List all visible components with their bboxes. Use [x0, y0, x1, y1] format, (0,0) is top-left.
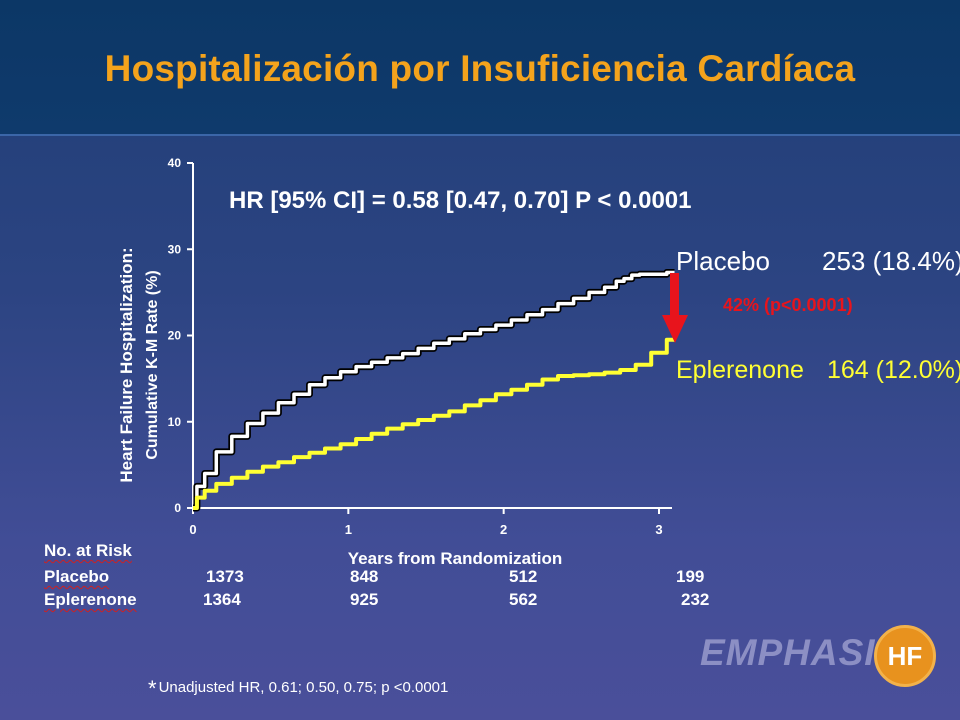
y-tick-label: 10 — [168, 415, 182, 429]
risk-cell: 1364 — [203, 590, 241, 609]
slide-title: Hospitalización por Insuficiencia Cardía… — [104, 48, 856, 89]
eplerenone-legend: Eplerenone 164 (12.0%) — [676, 356, 960, 384]
y-tick-label: 0 — [174, 501, 181, 515]
risk-row-label-eplerenone: Eplerenone — [44, 590, 137, 609]
emphasis-logo-text: EMPHASIS — [700, 632, 902, 673]
slide-header: Hospitalización por Insuficiencia Cardía… — [0, 0, 960, 136]
arrow-head — [662, 315, 688, 343]
footnote-text: Unadjusted HR, 0.61; 0.50, 0.75; p <0.00… — [158, 679, 449, 696]
arrow-shaft — [670, 273, 679, 315]
placebo-curve-outline — [193, 269, 675, 512]
y-tick-label: 40 — [168, 156, 182, 170]
reduction-annotation: 42% (p<0.0001) — [723, 295, 853, 315]
placebo-curve — [193, 270, 675, 510]
y-axis-label-line1: Heart Failure Hospitalization: — [117, 247, 136, 482]
placebo-legend: Placebo 253 (18.4%) — [676, 246, 960, 276]
risk-cell: 848 — [350, 567, 379, 586]
risk-row-label-placebo: Placebo — [44, 567, 110, 586]
placebo-end-label: 253 (18.4%) — [822, 246, 960, 276]
risk-cell: 562 — [509, 590, 538, 609]
x-tick-label: 2 — [500, 522, 507, 537]
footnote-star: * — [148, 676, 157, 701]
x-tick-label: 3 — [655, 522, 662, 537]
y-tick-label: 20 — [168, 329, 182, 343]
hr-annotation: HR [95% CI] = 0.58 [0.47, 0.70] P < 0.00… — [229, 187, 692, 214]
footnote: * Unadjusted HR, 0.61; 0.50, 0.75; p <0.0… — [148, 676, 448, 702]
reduction-arrow — [662, 273, 688, 343]
eplerenone-curve — [193, 337, 675, 510]
eplerenone-end-label: 164 (12.0%) — [827, 356, 960, 384]
hf-logo-badge: HF — [874, 625, 936, 687]
risk-cell: 512 — [509, 567, 538, 586]
eplerenone-series-name: Eplerenone — [676, 356, 804, 384]
y-axis-label-line2: Cumulative K-M Rate (%) — [144, 270, 161, 459]
chart-axes — [192, 163, 672, 509]
x-tick-label: 0 — [189, 522, 196, 537]
risk-cell: 925 — [350, 590, 379, 609]
placebo-series-name: Placebo — [676, 246, 770, 276]
y-tick-label: 30 — [168, 242, 182, 256]
risk-cell: 232 — [681, 590, 710, 609]
x-axis-label: Years from Randomization — [348, 549, 562, 568]
x-tick-label: 1 — [345, 522, 352, 537]
risk-table-header: No. at Risk — [44, 541, 132, 560]
risk-cell: 1373 — [206, 567, 244, 586]
risk-cell: 199 — [676, 567, 705, 586]
